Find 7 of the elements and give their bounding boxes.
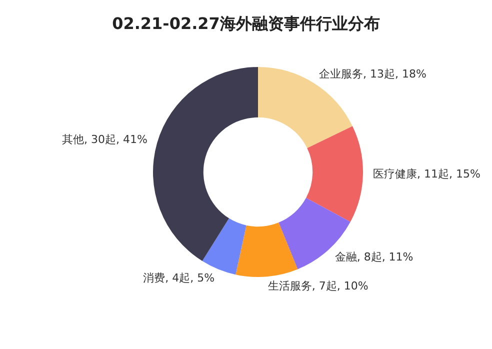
slice-label: 其他, 30起, 41% — [62, 133, 148, 146]
slice-label: 企业服务, 13起, 18% — [319, 67, 426, 80]
slice-label: 生活服务, 7起, 10% — [268, 279, 368, 292]
slice-label: 医疗健康, 11起, 15% — [372, 167, 480, 180]
chart-title: 02.21-02.27海外融资事件行业分布 — [111, 14, 381, 35]
slice-label: 金融, 8起, 11% — [334, 250, 414, 264]
slice-label: 消费, 4起, 5% — [143, 271, 215, 284]
